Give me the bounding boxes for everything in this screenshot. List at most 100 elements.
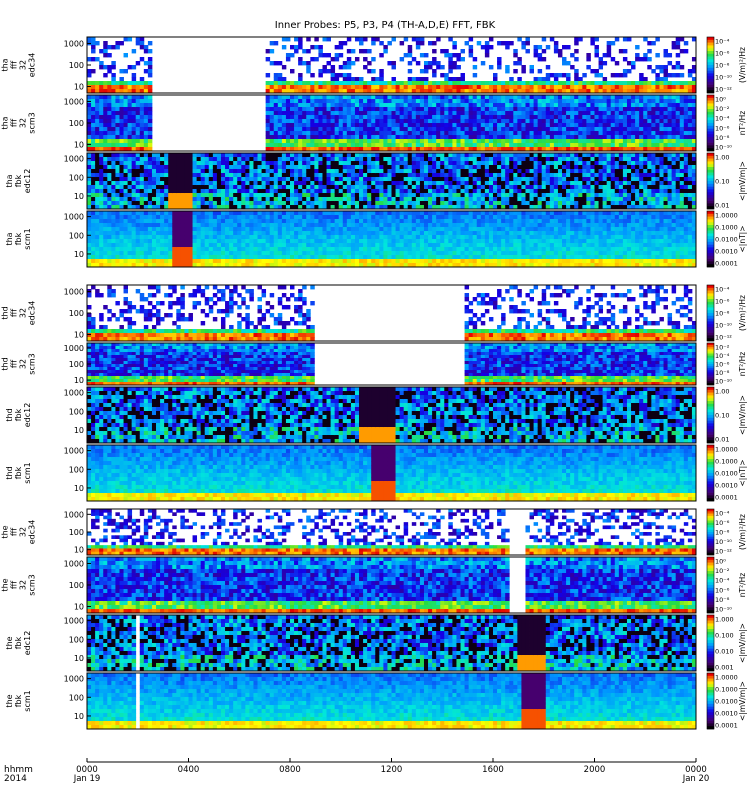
- spectrogram-cell: [180, 189, 184, 193]
- spectrogram-cell: [327, 99, 331, 103]
- spectrogram-cell: [318, 99, 322, 103]
- spectrogram-cell: [558, 181, 562, 185]
- spectrogram-cell: [318, 73, 322, 77]
- spectrogram-cell: [635, 111, 639, 115]
- spectrogram-cell: [99, 173, 103, 177]
- spectrogram-cell: [647, 153, 651, 157]
- spectrogram-cell: [603, 193, 607, 197]
- spectrogram-cell: [343, 41, 347, 45]
- spectrogram-cell: [595, 173, 599, 177]
- spectrogram-cell: [278, 193, 282, 197]
- spectrogram-cell: [672, 119, 676, 123]
- spectrogram-cell: [318, 103, 322, 107]
- spectrogram-cell: [631, 169, 635, 173]
- spectrogram-cell: [347, 165, 351, 169]
- spectrogram-cell: [314, 99, 318, 103]
- spectrogram-cell: [436, 107, 440, 111]
- spectrogram-cell: [627, 189, 631, 193]
- spectrogram-cell: [530, 111, 534, 115]
- spectrogram-cell: [103, 169, 107, 173]
- spectrogram-cell: [501, 173, 505, 177]
- spectrogram-cell: [538, 77, 542, 81]
- spectrogram-cell: [688, 139, 692, 143]
- spectrogram-cell: [651, 153, 655, 157]
- spectrogram-cell: [99, 157, 103, 161]
- spectrogram-cell: [517, 61, 521, 65]
- spectrogram-cell: [249, 169, 253, 173]
- spectrogram-cell: [99, 95, 103, 99]
- spectrogram-cell: [91, 227, 95, 231]
- spectrogram-cell: [655, 123, 659, 127]
- spectrogram-cell: [444, 73, 448, 77]
- spectrogram-cell: [331, 139, 335, 143]
- spectrogram-cell: [684, 111, 688, 115]
- spectrogram-cell: [152, 223, 156, 227]
- spectrogram-cell: [270, 115, 274, 119]
- spectrogram-cell: [456, 111, 460, 115]
- spectrogram-cell: [355, 77, 359, 81]
- spectrogram-cell: [103, 123, 107, 127]
- spectrogram-cell: [574, 161, 578, 165]
- spectrogram-cell: [347, 107, 351, 111]
- spectrogram-cell: [168, 201, 172, 205]
- spectrogram-cell: [408, 95, 412, 99]
- spectrogram-cell: [103, 49, 107, 53]
- spectrogram-cell: [274, 135, 278, 139]
- spectrogram-cell: [160, 189, 164, 193]
- spectrogram-cell: [221, 157, 225, 161]
- spectrogram-cell: [343, 153, 347, 157]
- spectrogram-cell: [359, 41, 363, 45]
- spectrogram-cell: [148, 57, 152, 61]
- spectrogram-cell: [209, 181, 213, 185]
- spectrogram-cell: [404, 185, 408, 189]
- spectrogram-cell: [132, 153, 136, 157]
- spectrogram-cell: [375, 99, 379, 103]
- spectrogram-cell: [278, 115, 282, 119]
- spectrogram-cell: [387, 103, 391, 107]
- spectrogram-cell: [578, 107, 582, 111]
- spectrogram-cell: [534, 197, 538, 201]
- spectrogram-cell: [124, 235, 128, 239]
- spectrogram-cell: [595, 119, 599, 123]
- spectrogram-cell: [542, 77, 546, 81]
- spectrogram-cell: [684, 165, 688, 169]
- spectrogram-cell: [428, 111, 432, 115]
- spectrogram-cell: [148, 181, 152, 185]
- spectrogram-cell: [473, 161, 477, 165]
- spectrogram-cell: [452, 153, 456, 157]
- spectrogram-cell: [87, 173, 91, 177]
- spectrogram-cell: [95, 103, 99, 107]
- spectrogram-cell: [473, 111, 477, 115]
- spectrogram-cell: [335, 185, 339, 189]
- spectrogram-cell: [193, 169, 197, 173]
- spectrogram-cell: [550, 107, 554, 111]
- spectrogram-cell: [684, 143, 688, 147]
- spectrogram-cell: [266, 143, 270, 147]
- spectrogram-cell: [436, 161, 440, 165]
- spectrogram-cell: [586, 185, 590, 189]
- spectrogram-cell: [331, 153, 335, 157]
- spectrogram-cell: [294, 165, 298, 169]
- spectrogram-cell: [103, 181, 107, 185]
- spectrogram-cell: [241, 165, 245, 169]
- spectrogram-cell: [95, 81, 99, 85]
- spectrogram-cell: [314, 119, 318, 123]
- spectrogram-cell: [152, 177, 156, 181]
- spectrogram-cell: [456, 169, 460, 173]
- spectrogram-cell: [132, 49, 136, 53]
- spectrogram-cell: [136, 115, 140, 119]
- spectrogram-cell: [327, 123, 331, 127]
- spectrogram-cell: [444, 119, 448, 123]
- spectrogram-cell: [156, 231, 160, 235]
- spectrogram-cell: [635, 103, 639, 107]
- spectrogram-cell: [95, 219, 99, 223]
- spectrogram-cell: [456, 53, 460, 57]
- spectrogram-cell: [392, 131, 396, 135]
- spectrogram-cell: [136, 231, 140, 235]
- spectrogram-cell: [676, 107, 680, 111]
- spectrogram-cell: [436, 139, 440, 143]
- spectrogram-cell: [367, 173, 371, 177]
- spectrogram-cell: [432, 143, 436, 147]
- spectrogram-cell: [542, 135, 546, 139]
- spectrogram-cell: [119, 215, 123, 219]
